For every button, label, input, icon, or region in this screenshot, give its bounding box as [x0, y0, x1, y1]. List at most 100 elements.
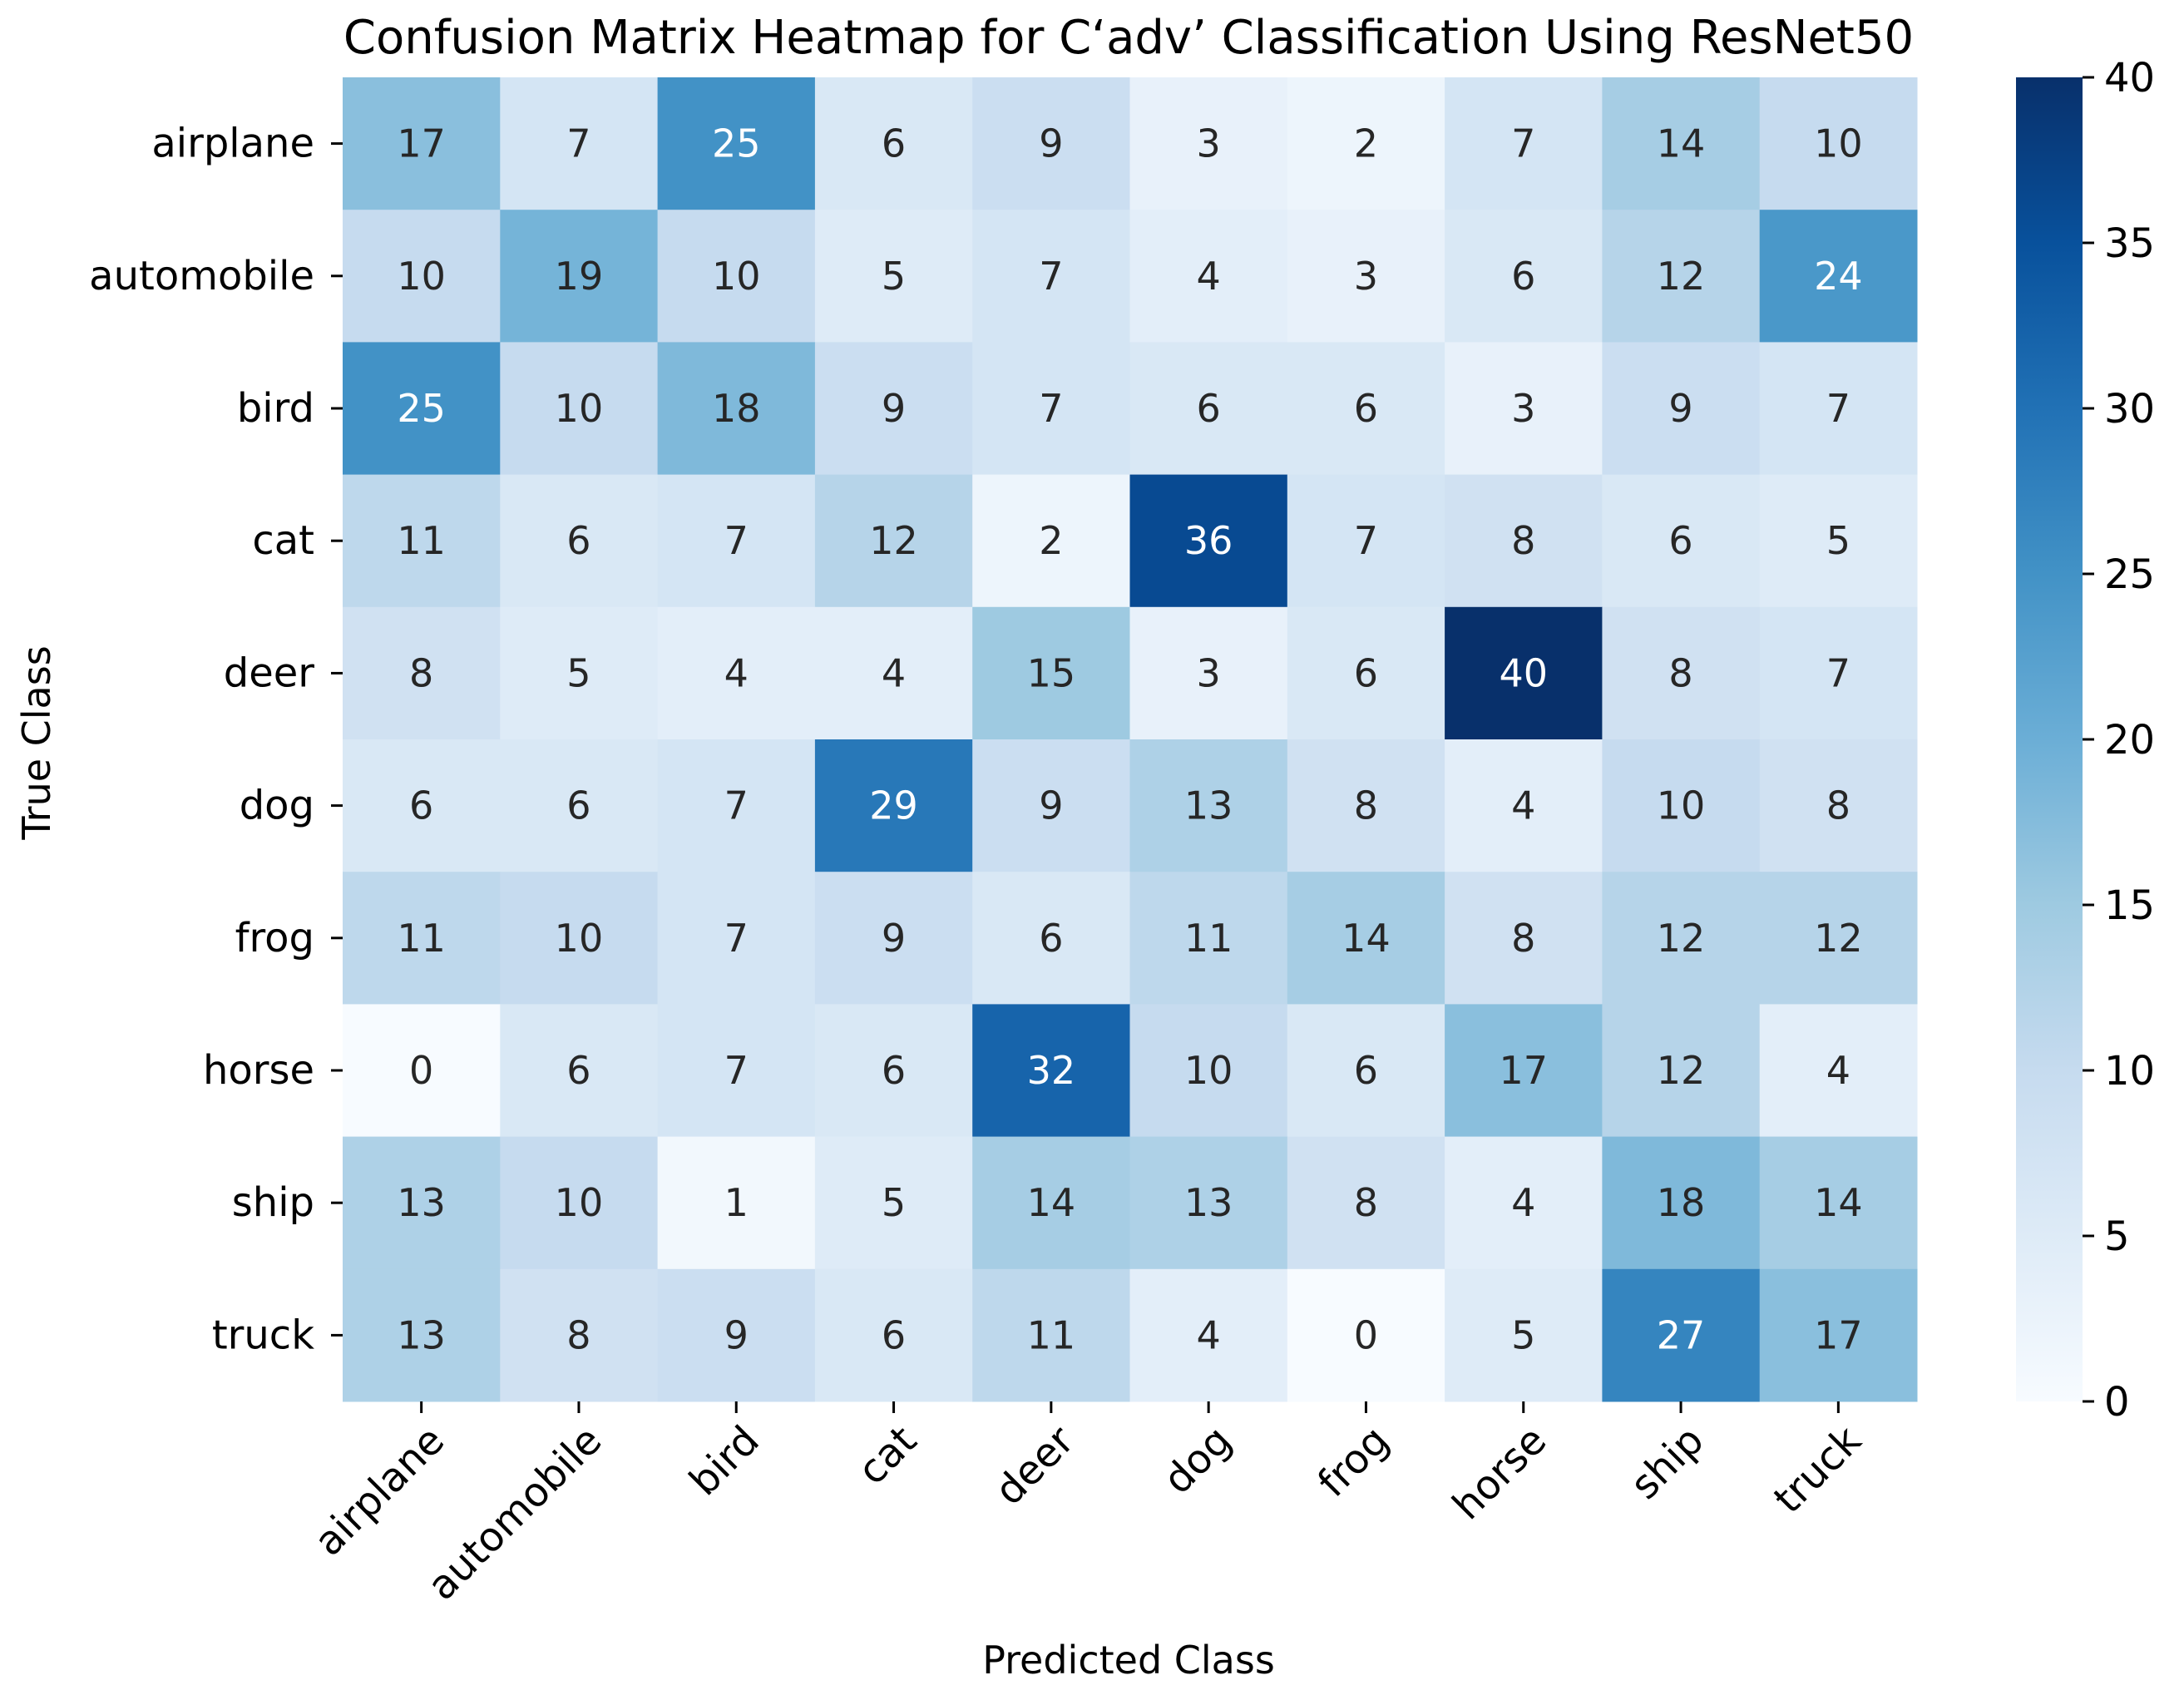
heatmap-cell: [1759, 474, 1918, 608]
x-tick-label: airplane: [305, 1417, 453, 1565]
heatmap-cell: [500, 1004, 659, 1138]
cell-value-label: 29: [869, 783, 918, 828]
cell-value-label: 4: [1197, 254, 1221, 299]
cell-value-label: 10: [712, 254, 761, 299]
heatmap-cell: [1287, 474, 1445, 608]
cell-value-label: 5: [566, 650, 590, 695]
heatmap-cell: [1129, 1136, 1288, 1270]
heatmap-cell: [1602, 1004, 1761, 1138]
heatmap-cell: [814, 474, 973, 608]
heatmap-cell: [343, 342, 501, 476]
cell-value-label: 1: [724, 1180, 749, 1225]
cell-value-label: 12: [1657, 916, 1706, 961]
cell-value-label: 6: [566, 1048, 590, 1093]
heatmap-cell: [1129, 872, 1288, 1005]
cell-value-label: 9: [1039, 121, 1063, 166]
heatmap-cell: [972, 342, 1130, 476]
heatmap-cell: [1602, 342, 1761, 476]
cell-value-label: 6: [882, 121, 906, 166]
heatmap-cell: [343, 77, 501, 210]
heatmap-cell: [814, 1004, 973, 1138]
cell-value-label: 5: [882, 254, 906, 299]
y-tick-label: frog: [235, 915, 314, 961]
heatmap-cell: [1287, 77, 1445, 210]
cell-value-label: 7: [724, 783, 749, 828]
heatmap-cell: [814, 606, 973, 740]
heatmap-cell: [1287, 1268, 1445, 1402]
x-tick-label: dog: [1154, 1417, 1240, 1503]
cell-value-label: 7: [1826, 386, 1850, 431]
heatmap-cell: [1759, 1004, 1918, 1138]
heatmap-cell: [343, 872, 501, 1005]
cell-value-label: 13: [397, 1312, 446, 1357]
cell-value-label: 9: [1039, 783, 1063, 828]
cell-value-label: 3: [1197, 121, 1221, 166]
cell-value-label: 10: [1184, 1048, 1233, 1093]
cell-value-label: 8: [1354, 1180, 1378, 1225]
heatmap-cell: [657, 606, 816, 740]
chart-title: Confusion Matrix Heatmap for C‘adv’ Clas…: [343, 11, 1914, 65]
heatmap-cell: [1129, 342, 1288, 476]
cell-value-label: 14: [1342, 916, 1391, 961]
cell-value-label: 6: [1354, 1048, 1378, 1093]
cell-value-label: 8: [1668, 650, 1692, 695]
cell-value-label: 19: [555, 254, 604, 299]
cell-value-label: 2: [1039, 518, 1063, 563]
cell-value-label: 10: [1657, 783, 1706, 828]
cell-value-label: 4: [1197, 1312, 1221, 1357]
heatmap-cell: [814, 872, 973, 1005]
cell-value-label: 8: [1511, 916, 1535, 961]
cell-value-label: 12: [1814, 916, 1863, 961]
heatmap-cell: [1759, 210, 1918, 343]
cell-value-label: 3: [1511, 386, 1535, 431]
cell-value-label: 14: [1657, 121, 1706, 166]
cell-value-label: 7: [724, 518, 749, 563]
cell-value-label: 14: [1027, 1180, 1076, 1225]
heatmap-cell: [1602, 872, 1761, 1005]
heatmap-cell: [343, 1004, 501, 1138]
cell-value-label: 9: [882, 386, 906, 431]
x-tick-label: deer: [986, 1417, 1083, 1515]
heatmap-cell: [972, 474, 1130, 608]
heatmap-cell: [1602, 606, 1761, 740]
cell-value-label: 4: [1826, 1048, 1850, 1093]
heatmap-cell: [1759, 606, 1918, 740]
cell-value-label: 8: [1354, 783, 1378, 828]
cell-value-label: 6: [1668, 518, 1692, 563]
heatmap-cell: [657, 872, 816, 1005]
y-tick-label: ship: [232, 1179, 314, 1226]
heatmap-cell: [1445, 872, 1603, 1005]
heatmap-cell: [343, 210, 501, 343]
colorbar-tick-label: 20: [2104, 717, 2155, 764]
heatmap-cell: [1129, 474, 1288, 608]
heatmap-cell: [1759, 739, 1918, 872]
heatmap-cell: [500, 1268, 659, 1402]
cell-value-label: 9: [724, 1312, 749, 1357]
cell-value-label: 32: [1027, 1048, 1076, 1093]
cell-value-label: 14: [1814, 1180, 1863, 1225]
x-tick-label: truck: [1765, 1417, 1870, 1523]
heatmap-cell: [500, 474, 659, 608]
colorbar-gradient: [2016, 77, 2083, 1401]
cell-value-label: 36: [1184, 518, 1233, 563]
cell-value-label: 11: [397, 916, 446, 961]
cell-value-label: 6: [1039, 916, 1063, 961]
heatmap-cell: [1445, 739, 1603, 872]
cell-value-label: 13: [1184, 1180, 1233, 1225]
heatmap-cell: [1602, 1268, 1761, 1402]
heatmap-cell: [814, 1136, 973, 1270]
heatmap-cell: [657, 77, 816, 210]
heatmap-cell: [500, 872, 659, 1005]
heatmap-cell: [1129, 210, 1288, 343]
cell-value-label: 7: [724, 1048, 749, 1093]
heatmap-cell: [1759, 1136, 1918, 1270]
heatmap-cell: [657, 474, 816, 608]
x-tick-label: frog: [1309, 1417, 1398, 1506]
cell-value-label: 8: [1511, 518, 1535, 563]
heatmap-cell: [1287, 1136, 1445, 1270]
heatmap-cell: [814, 342, 973, 476]
heatmap-cell: [1445, 1004, 1603, 1138]
cell-value-label: 7: [724, 916, 749, 961]
cell-value-label: 7: [566, 121, 590, 166]
